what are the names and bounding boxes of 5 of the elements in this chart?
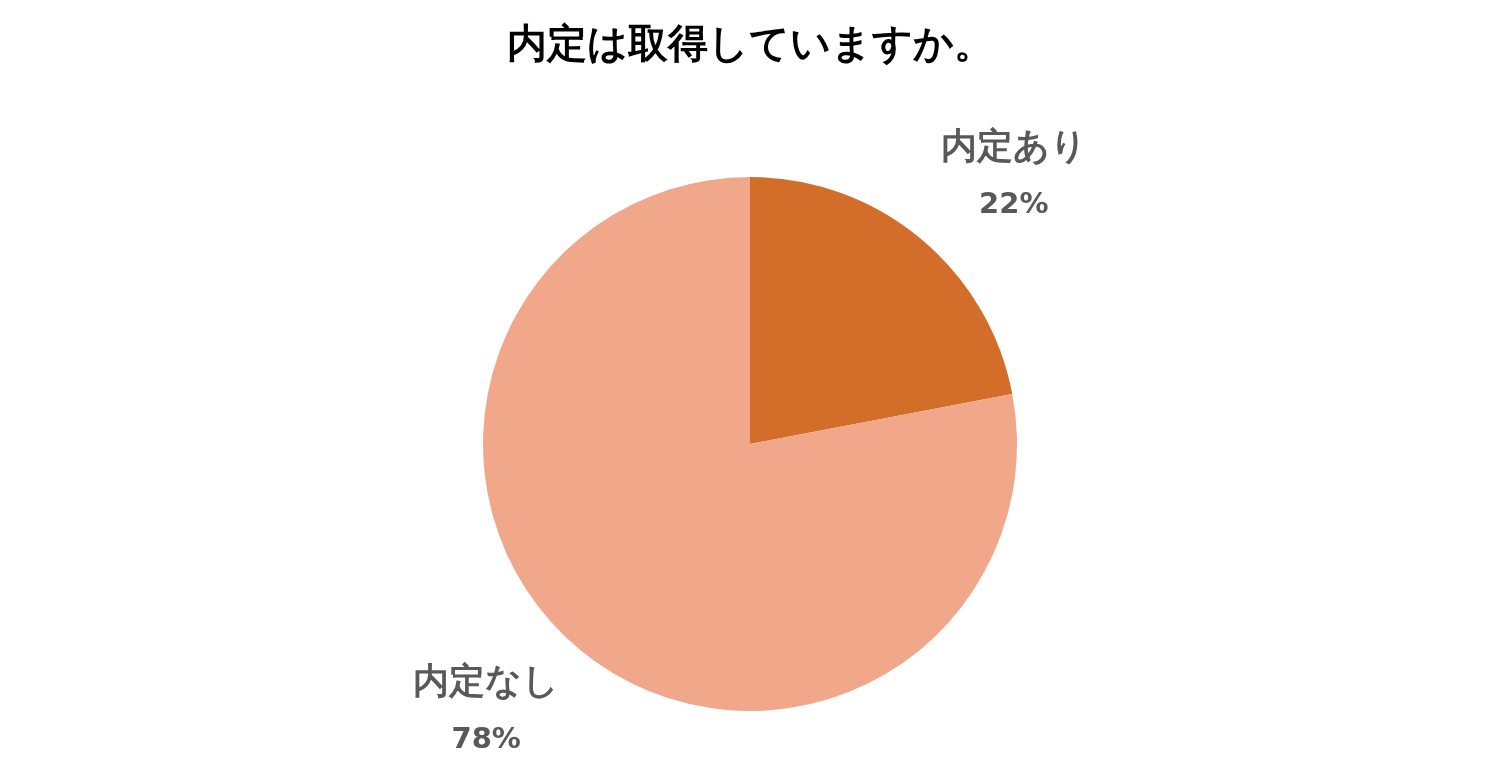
data-label: 22% [979,186,1049,221]
slice-label: 内定なし [413,659,560,701]
slice-label: 内定あり [940,124,1087,166]
data-label: 78% [451,720,521,755]
chart-title: 内定は取得していますか。 [506,20,994,67]
